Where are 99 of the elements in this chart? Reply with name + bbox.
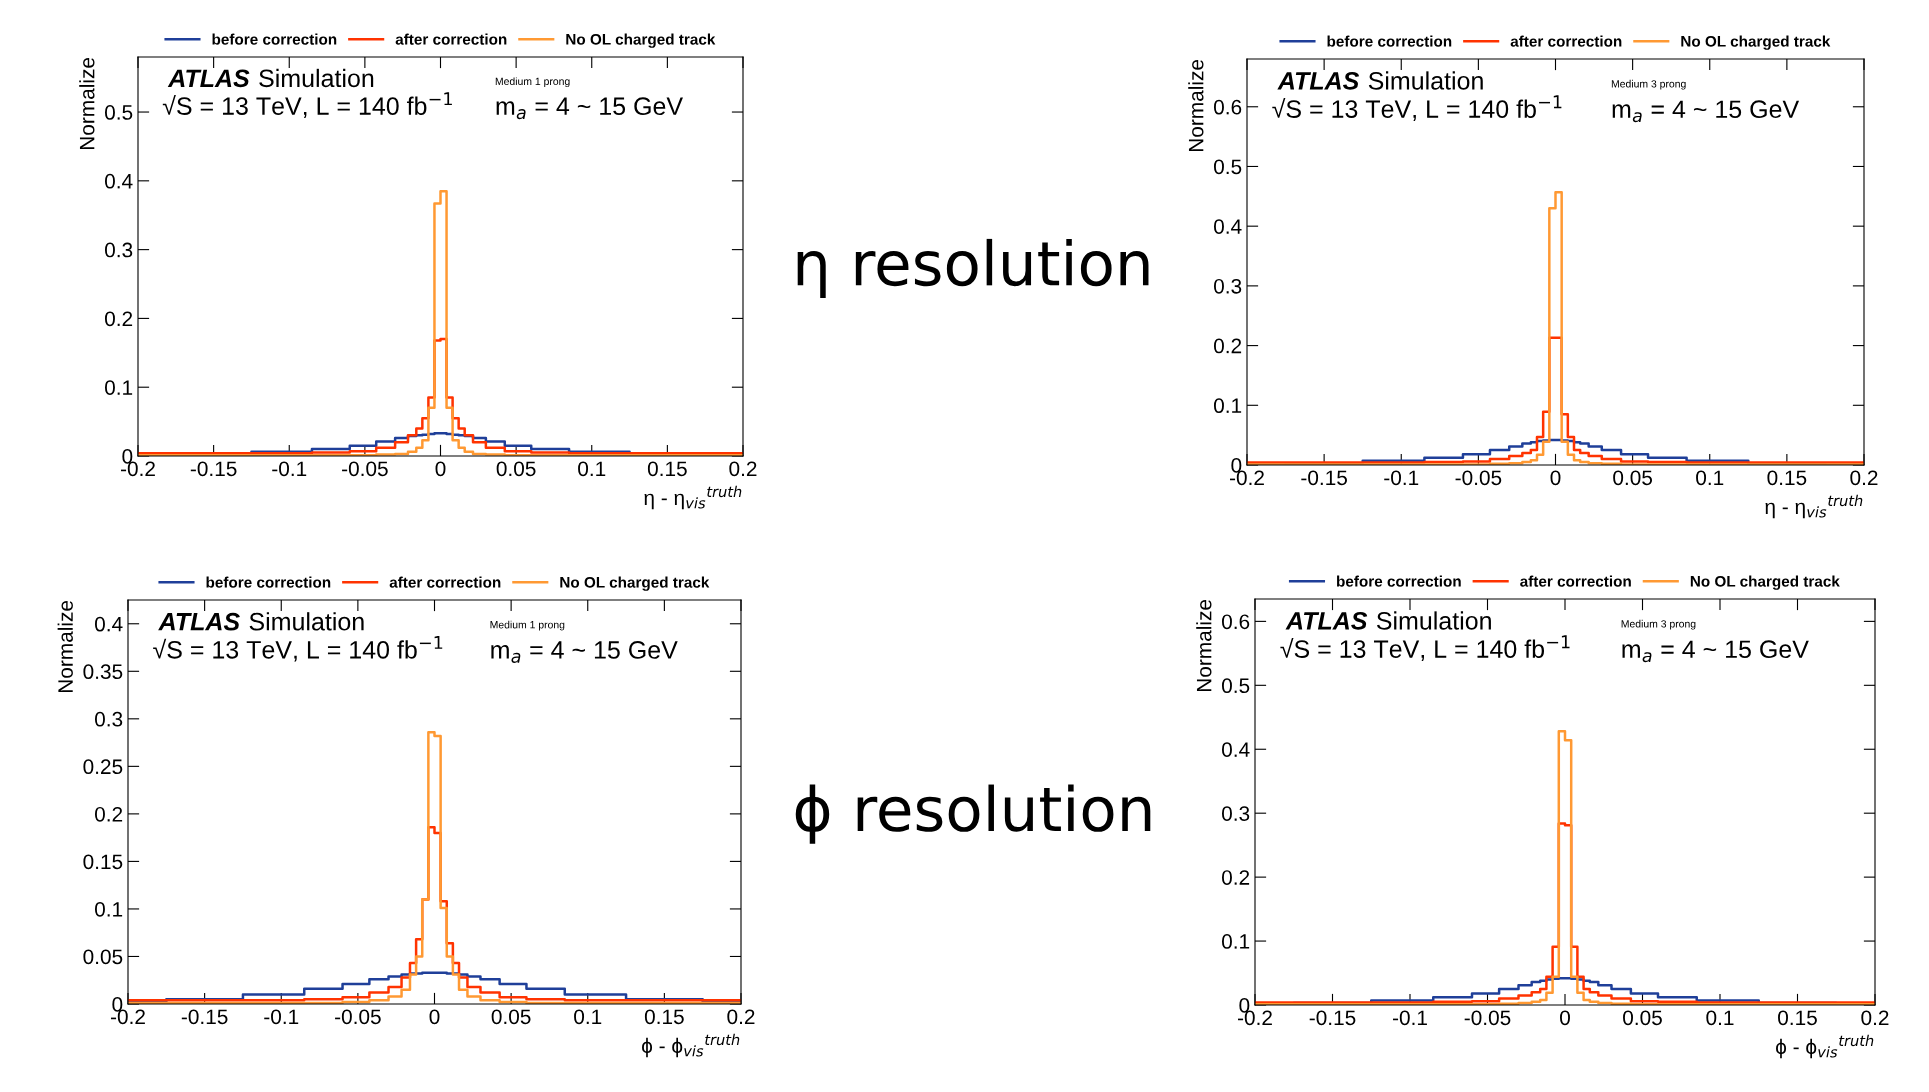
- y-tick-label: 0.6: [1213, 99, 1242, 115]
- x-tick-label: 0: [435, 461, 446, 477]
- y-tick-label: 0.6: [1221, 614, 1250, 630]
- x-tick-label: 0.15: [647, 461, 687, 477]
- x-tick-label: 0: [429, 1009, 440, 1025]
- legend-label: before correction: [212, 33, 337, 45]
- annotation: ATLAS: [158, 612, 240, 631]
- y-tick-label: 0.1: [94, 901, 123, 917]
- x-tick-label: -0.15: [1301, 470, 1347, 486]
- text: ϕ resolution: [795, 784, 1151, 844]
- annotation: ATLAS: [1277, 71, 1360, 90]
- annotation: Simulation: [249, 612, 364, 631]
- x-axis-title: ϕ - ϕ$_{vis}$$^{truth}$: [642, 1033, 740, 1058]
- x-tick-label: 0.2: [1850, 470, 1878, 486]
- x-tick-label: -0.1: [1392, 1010, 1427, 1026]
- annotation: m$_{a}$ = 4 ~ 15 GeV: [491, 641, 678, 663]
- x-tick-label: 0.2: [729, 461, 757, 477]
- y-tick-label: 0.2: [94, 806, 123, 822]
- legend-label: after correction: [395, 33, 507, 45]
- y-tick-label: 0.4: [1213, 219, 1242, 234]
- y-tick-label: 0.1: [1213, 398, 1242, 414]
- y-axis-title: Normalize: [79, 57, 95, 150]
- annotation: Medium 3 prong: [1621, 619, 1696, 630]
- x-tick-label: 0.15: [644, 1009, 684, 1025]
- y-tick-label: 0.1: [104, 380, 133, 395]
- x-tick-label: -0.15: [1309, 1010, 1356, 1026]
- y-axis-title: Normalize: [57, 600, 73, 693]
- y-tick-label: 0.1: [1221, 934, 1250, 949]
- annotation: √S = 13 TeV, L = 140 fb$^{−1}$: [1272, 95, 1562, 121]
- legend-label: before correction: [1337, 575, 1461, 587]
- x-tick-label: -0.15: [190, 461, 237, 477]
- annotation: Simulation: [259, 68, 374, 88]
- x-tick-label: 0.05: [1623, 1010, 1662, 1026]
- legend-label: No OL charged track: [560, 576, 710, 591]
- y-tick-label: 0.4: [104, 173, 133, 189]
- annotation: Medium 1 prong: [495, 77, 570, 88]
- y-tick-label: 0.35: [83, 664, 123, 680]
- x-axis-title: ϕ - ϕ$_{vis}$$^{truth}$: [1776, 1034, 1874, 1059]
- y-tick-label: 0.05: [83, 949, 123, 965]
- legend-label: after correction: [1510, 35, 1622, 47]
- x-tick-label: 0: [1550, 470, 1561, 486]
- legend-label: after correction: [389, 576, 501, 588]
- legend-label: No OL charged track: [566, 33, 716, 48]
- y-tick-label: 0.15: [83, 854, 123, 870]
- x-tick-label: -0.05: [1455, 470, 1502, 486]
- y-tick-label: 0.5: [104, 105, 133, 120]
- y-tick-label: 0.3: [104, 242, 133, 258]
- x-tick-label: 0.2: [727, 1009, 755, 1025]
- x-tick-label: -0.1: [1384, 470, 1419, 486]
- x-tick-label: 0.1: [574, 1009, 602, 1025]
- y-tick-label: 0.5: [1213, 159, 1242, 175]
- y-tick-label: 0.25: [83, 759, 123, 775]
- annotation: m$_{a}$ = 4 ~ 15 GeV: [1622, 640, 1809, 663]
- y-tick-label: 0.3: [1221, 806, 1250, 821]
- y-tick-label: 0.2: [1221, 870, 1250, 885]
- x-tick-label: 0.1: [1706, 1010, 1734, 1026]
- legend-label: after correction: [1520, 575, 1631, 587]
- legend-label: before correction: [1327, 35, 1452, 47]
- x-axis-title: η - η$_{vis}$$^{truth}$: [1765, 494, 1863, 519]
- y-axis-title: Normalize: [1188, 59, 1204, 152]
- y-tick-label: 0.3: [94, 711, 123, 727]
- y-tick-label: 0.5: [1221, 678, 1250, 694]
- x-tick-label: -0.05: [1464, 1010, 1511, 1026]
- annotation: ATLAS: [167, 69, 250, 88]
- annotation: √S = 13 TeV, L = 140 fb$^{−1}$: [162, 92, 452, 118]
- legend-label: No OL charged track: [1681, 35, 1831, 50]
- x-tick-label: 0.05: [1613, 470, 1653, 486]
- annotation: ATLAS: [1285, 611, 1368, 630]
- x-tick-label: 0.2: [1861, 1010, 1889, 1026]
- x-axis-title: η - η$_{vis}$$^{truth}$: [644, 485, 742, 510]
- y-tick-label: 0.4: [94, 616, 123, 632]
- x-tick-label: 0.05: [491, 1009, 531, 1025]
- annotation: Medium 3 prong: [1611, 79, 1686, 90]
- x-tick-label: -0.1: [272, 461, 307, 477]
- y-tick-label: 0.2: [1213, 338, 1242, 354]
- y-tick-label: 0.4: [1221, 742, 1250, 758]
- x-tick-label: -0.15: [181, 1009, 228, 1025]
- y-axis-title: Normalize: [1196, 599, 1212, 692]
- text: η resolution: [797, 238, 1149, 299]
- y-tick-label: 0.3: [1213, 278, 1242, 294]
- x-tick-label: 0.05: [496, 461, 536, 477]
- x-tick-label: -0.1: [264, 1009, 299, 1025]
- x-tick-label: 0.15: [1767, 470, 1807, 486]
- legend-label: before correction: [206, 576, 331, 588]
- x-tick-label: 0.1: [1696, 470, 1724, 486]
- legend-label: No OL charged track: [1690, 575, 1840, 590]
- annotation: Medium 1 prong: [490, 620, 565, 631]
- annotation: Simulation: [1368, 71, 1483, 90]
- y-tick-label: 0.2: [104, 311, 133, 327]
- annotation: m$_{a}$ = 4 ~ 15 GeV: [496, 97, 683, 120]
- annotation: √S = 13 TeV, L = 140 fb$^{−1}$: [153, 636, 443, 662]
- x-tick-label: -0.05: [335, 1009, 381, 1025]
- annotation: √S = 13 TeV, L = 140 fb$^{−1}$: [1280, 635, 1570, 661]
- annotation: Simulation: [1376, 611, 1491, 630]
- x-tick-label: -0.05: [342, 461, 388, 477]
- x-tick-label: 0.1: [578, 461, 606, 477]
- annotation: m$_{a}$ = 4 ~ 15 GeV: [1612, 100, 1800, 123]
- x-tick-label: 0: [1560, 1010, 1570, 1026]
- x-tick-label: 0.15: [1778, 1010, 1817, 1026]
